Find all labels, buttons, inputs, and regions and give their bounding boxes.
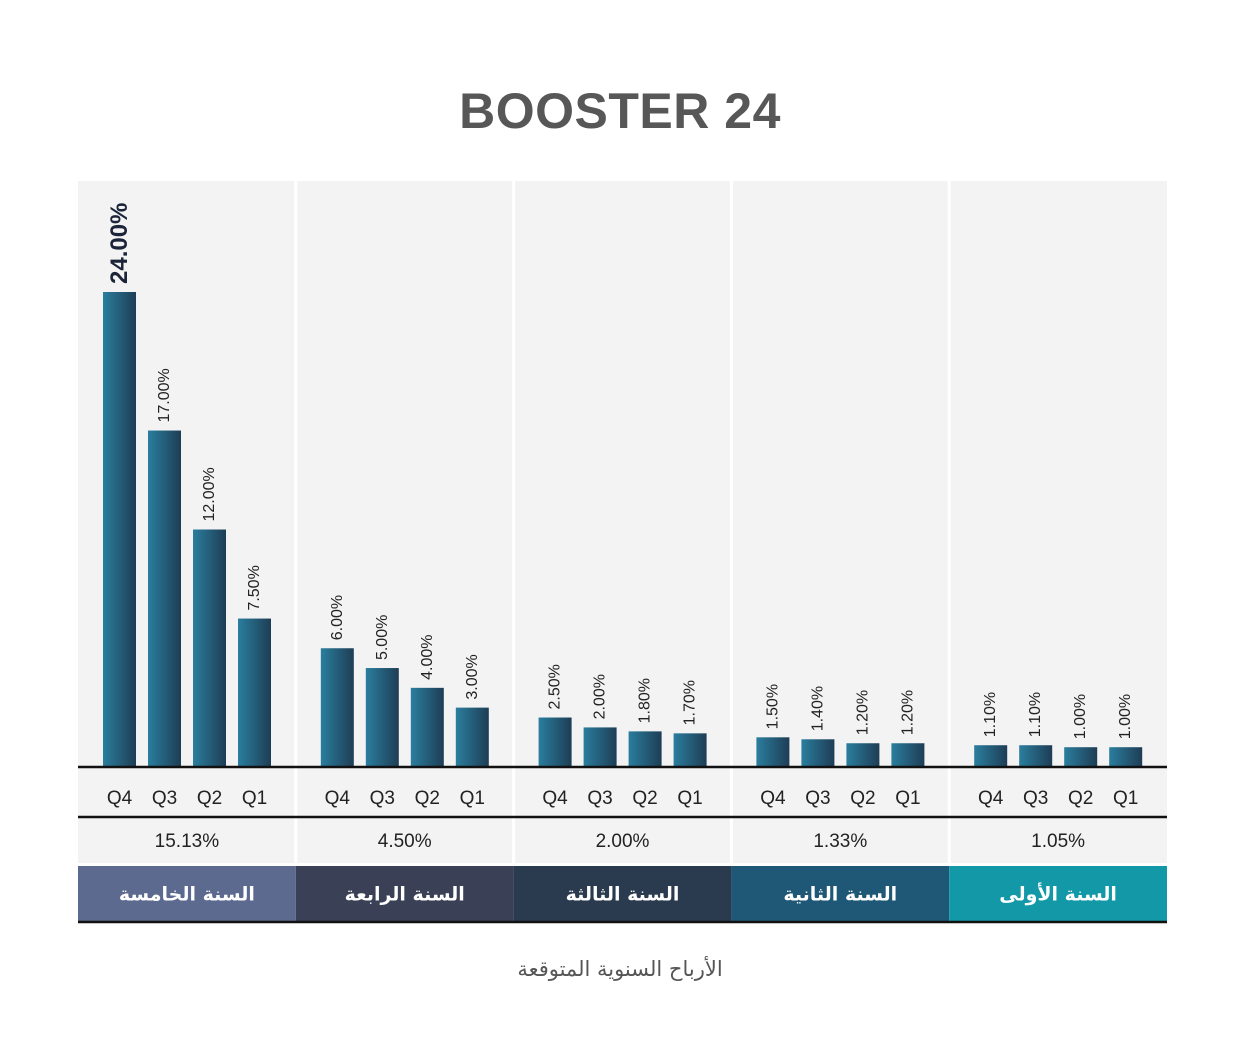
bar [193,529,226,767]
bar [320,648,354,767]
year-label: السنة الأولى [999,883,1117,906]
year-label: السنة الثانية [783,884,897,906]
bar [673,733,707,767]
year-band [949,866,1167,921]
data-label: 6.00% [329,595,346,640]
data-label: 3.00% [464,654,481,699]
bar [974,745,1008,767]
quarter-label: Q1 [460,788,485,809]
panels-layer [78,181,1167,921]
quarter-label: Q4 [325,788,351,809]
data-label: 2.50% [547,664,564,709]
data-label: 1.80% [637,678,654,723]
quarter-label: Q2 [415,788,440,809]
year-label: السنة الخامسة [119,884,255,906]
annual-value: 1.05% [1031,831,1085,852]
year-label: السنة الثالثة [566,884,680,906]
data-label: 1.40% [809,686,826,731]
footer-label: الأرباح السنوية المتوقعة [517,957,723,981]
chart-title: BOOSTER 24 [459,83,781,139]
quarter-label: Q3 [805,788,830,809]
data-label: 1.10% [1027,692,1044,737]
quarter-label: Q1 [677,788,702,809]
bar [628,731,662,767]
quarter-label: Q4 [760,788,786,809]
data-label: 7.50% [246,565,263,610]
bar [538,717,572,767]
annual-value: 15.13% [155,831,220,852]
year-label: السنة الرابعة [345,884,465,906]
quarter-label: Q3 [152,788,177,809]
year-band [513,866,732,921]
bar [238,618,271,767]
data-label: 17.00% [156,368,173,422]
data-label: 2.00% [592,674,609,719]
quarter-label: Q4 [107,788,133,809]
bar [583,727,617,767]
quarter-label: Q1 [895,788,920,809]
bar [410,687,444,767]
data-label: 1.50% [764,684,781,729]
data-label: 1.10% [982,692,999,737]
axis-layer [78,765,1167,924]
bar [1109,747,1143,767]
bars-layer [103,292,1143,767]
quarter-label: Q3 [587,788,612,809]
year-band [731,866,950,921]
quarter-label: Q4 [542,788,568,809]
quarter-label: Q2 [197,788,222,809]
bar [756,737,790,767]
bar [365,668,399,767]
data-label: 1.00% [1072,694,1089,739]
data-label: 12.00% [201,467,218,521]
quarter-label: Q2 [850,788,875,809]
annual-value: 1.33% [813,831,867,852]
quarter-label: Q2 [1068,788,1093,809]
bar [891,743,925,767]
annual-value: 4.50% [378,831,432,852]
data-label: 24.00% [106,203,133,284]
quarter-label: Q3 [1023,788,1048,809]
quarter-label: Q3 [370,788,395,809]
data-label: 1.70% [682,680,699,725]
data-label: 1.20% [854,690,871,735]
quarter-label: Q1 [242,788,267,809]
bar [1019,745,1053,767]
data-label: 1.00% [1117,694,1134,739]
bar [148,430,181,767]
bar [455,707,489,767]
data-label: 5.00% [374,615,391,660]
year-band [78,866,296,921]
quarter-label: Q2 [632,788,657,809]
quarter-label: Q1 [1113,788,1138,809]
bar [801,739,835,767]
data-label: 4.00% [419,634,436,679]
quarter-label: Q4 [978,788,1004,809]
labels-layer: السنة الخامسة 15.13% Q4 24.00% Q3 17.00% Q2 12.… [106,203,1138,906]
bar [1064,747,1098,767]
data-label: 1.20% [899,690,916,735]
annual-value: 2.00% [596,831,650,852]
bar [103,292,136,767]
year-band [295,866,514,921]
bar [846,743,880,767]
